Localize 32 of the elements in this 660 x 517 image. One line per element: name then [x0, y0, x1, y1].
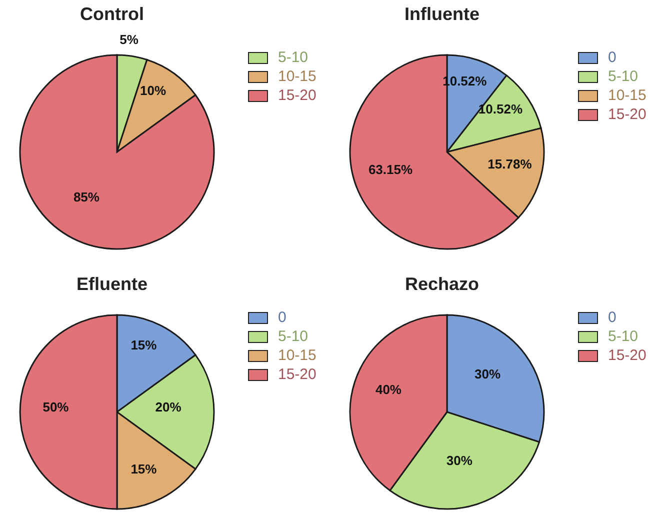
data-label: 30%	[446, 453, 473, 468]
chart-title: Rechazo	[404, 274, 480, 295]
data-label: 10%	[140, 83, 166, 98]
legend-label: 15-20	[608, 347, 646, 364]
chart-title: Control	[79, 4, 145, 25]
data-label: 30%	[474, 366, 501, 382]
data-label: 85%	[73, 190, 100, 205]
data-label: 50%	[42, 400, 70, 414]
legend-label: 0	[608, 49, 616, 66]
data-label: 20%	[155, 400, 182, 414]
legend-label: 5-10	[278, 49, 308, 66]
legend-label: 5-10	[278, 328, 308, 345]
legend-label: 0	[278, 309, 286, 326]
legend-label: 0	[608, 309, 616, 326]
legend-label: 10-15	[278, 68, 316, 85]
data-label: 15.78%	[488, 156, 532, 172]
legend-label: 15-20	[278, 87, 316, 104]
pie-slice	[19, 54, 215, 250]
data-label: 15%	[130, 337, 158, 352]
data-label: 63.15%	[368, 162, 413, 178]
chart-title: Influente	[404, 4, 480, 25]
data-label: 15%	[130, 462, 158, 477]
legend-label: 10-15	[608, 87, 646, 104]
legend-label: 10-15	[278, 347, 316, 364]
data-label: 10.52%	[478, 101, 523, 116]
legend-label: 5-10	[608, 68, 638, 85]
legend-label: 15-20	[608, 106, 646, 123]
legend-label: 15-20	[278, 366, 316, 383]
chart-title: Efluente	[75, 274, 148, 295]
data-label: 40%	[375, 382, 402, 398]
legend-label: 5-10	[608, 328, 638, 345]
data-label: 5%	[120, 32, 139, 47]
